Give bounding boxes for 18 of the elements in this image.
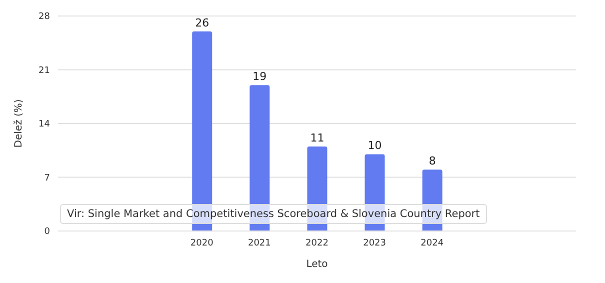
annotation: Vir: Single Market and Competitiveness Scoreboard & Slovenia Country Report xyxy=(60,204,487,224)
data-label: 11 xyxy=(310,132,324,145)
y-axis-title: Delež (%) xyxy=(14,99,25,148)
data-label: 26 xyxy=(195,16,210,30)
x-tick-label: 2024 xyxy=(420,238,444,248)
y-tick-label: 14 xyxy=(38,120,50,130)
x-tick-label: 2021 xyxy=(248,238,271,248)
y-tick-label: 7 xyxy=(44,173,50,184)
data-label: 8 xyxy=(428,154,436,168)
x-axis-title: Leto xyxy=(306,259,328,270)
x-tick-label: 2023 xyxy=(363,238,386,248)
x-tick-label: 2022 xyxy=(306,238,328,248)
data-label: 19 xyxy=(252,70,267,84)
data-label: 10 xyxy=(368,139,382,152)
y-tick-label: 21 xyxy=(38,66,50,76)
x-tick-label: 2020 xyxy=(190,238,214,248)
y-tick-label: 28 xyxy=(38,12,50,22)
y-tick-label: 0 xyxy=(44,227,50,238)
